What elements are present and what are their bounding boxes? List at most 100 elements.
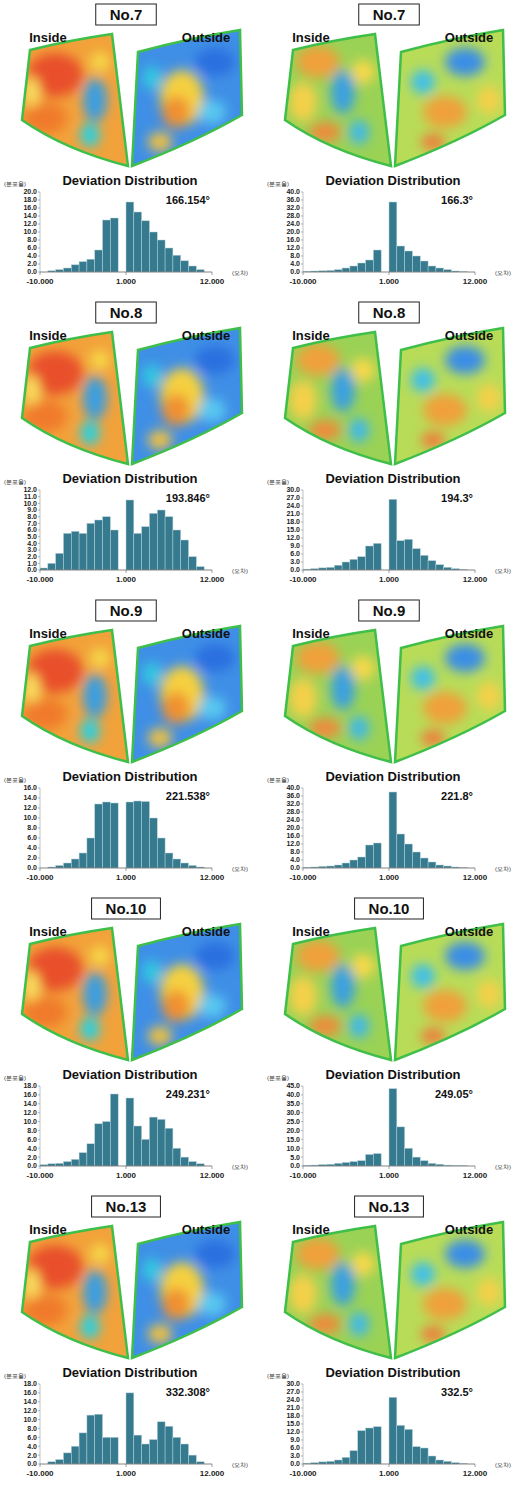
deviation-map bbox=[263, 914, 526, 1074]
deviation-map bbox=[0, 20, 263, 180]
histogram-bar bbox=[342, 268, 350, 272]
map-blobs bbox=[411, 48, 501, 150]
map-blobs bbox=[289, 642, 375, 740]
histogram-bar bbox=[181, 1157, 189, 1166]
y-axis-label: (분포율) bbox=[267, 777, 289, 783]
map-blob bbox=[80, 1017, 100, 1041]
y-tick-label: 12.0 bbox=[23, 486, 37, 493]
histogram-bar bbox=[397, 834, 405, 868]
histogram-bar bbox=[358, 1431, 366, 1464]
histogram-bar bbox=[87, 259, 95, 272]
histogram-bar bbox=[157, 1422, 165, 1464]
histogram-bar bbox=[56, 1460, 64, 1464]
y-tick-label: 6.0 bbox=[27, 244, 37, 251]
y-tick-label: 40.0 bbox=[286, 1091, 300, 1098]
map-blobs bbox=[289, 1238, 375, 1336]
histogram-title: Deviation Distribution bbox=[325, 1365, 460, 1380]
angle-label-bg bbox=[163, 491, 213, 505]
histogram-bar bbox=[63, 533, 71, 570]
y-tick-label: 28.0 bbox=[286, 808, 300, 815]
map-edge bbox=[132, 626, 242, 762]
x-tick-label: -10.000 bbox=[289, 277, 317, 286]
map-edge bbox=[395, 924, 505, 1060]
angle-label: 166.3° bbox=[441, 194, 473, 206]
angle-label-bg bbox=[432, 1087, 476, 1101]
x-tick bbox=[303, 1166, 304, 1169]
deviation-map bbox=[0, 20, 263, 180]
map-blob bbox=[148, 728, 172, 748]
x-tick bbox=[126, 570, 127, 573]
y-tick-label: 20.0 bbox=[23, 188, 37, 195]
map-base bbox=[0, 20, 263, 180]
bars bbox=[48, 801, 204, 868]
deviation-map bbox=[263, 20, 526, 180]
map-blob bbox=[309, 122, 341, 142]
x-tick-label: 1.000 bbox=[379, 873, 400, 882]
histogram-bar bbox=[103, 517, 111, 570]
map-edge bbox=[285, 1226, 391, 1358]
y-tick-label: 10.0 bbox=[23, 500, 37, 507]
outside-label: Outside bbox=[182, 30, 230, 45]
map-blob bbox=[83, 1270, 107, 1314]
histogram-title: Deviation Distribution bbox=[325, 471, 460, 486]
y-tick-label: 45.0 bbox=[286, 1082, 300, 1089]
map-blobs bbox=[23, 52, 110, 147]
y-tick-label: 24.0 bbox=[286, 816, 300, 823]
map-blob bbox=[423, 394, 467, 426]
y-axis bbox=[303, 1086, 304, 1166]
map-edge bbox=[22, 34, 128, 166]
map-base bbox=[263, 1212, 526, 1372]
histogram-bar bbox=[397, 1127, 405, 1166]
histogram-bar bbox=[350, 1451, 358, 1464]
map-edge bbox=[132, 924, 242, 1060]
map-blob bbox=[351, 60, 375, 84]
map-blob bbox=[198, 1292, 226, 1316]
outside-label: Outside bbox=[445, 328, 493, 343]
histogram-bar bbox=[436, 1460, 444, 1464]
y-axis bbox=[40, 1086, 41, 1166]
map-blob bbox=[198, 994, 226, 1018]
histogram-bar bbox=[366, 1154, 374, 1166]
y-tick-label: 4.0 bbox=[27, 844, 37, 851]
histogram-bar bbox=[87, 1144, 95, 1166]
y-tick-label: 16.0 bbox=[23, 204, 37, 211]
histogram-bar bbox=[189, 557, 197, 570]
x-tick-label: 12.000 bbox=[463, 1469, 488, 1478]
map-blob bbox=[162, 692, 190, 724]
x-tick-label: -10.000 bbox=[289, 1171, 317, 1180]
histogram-bar bbox=[350, 559, 358, 570]
map-blob bbox=[198, 398, 226, 422]
histogram-bar bbox=[63, 863, 71, 868]
y-tick-label: 6.0 bbox=[290, 550, 300, 557]
map-blobs bbox=[142, 346, 235, 450]
histogram-bar bbox=[389, 1397, 397, 1464]
histogram-bar bbox=[134, 1126, 142, 1166]
y-tick-label: 16.0 bbox=[286, 236, 300, 243]
x-tick bbox=[40, 1464, 41, 1467]
x-tick bbox=[212, 1464, 213, 1467]
angle-label: 221.538° bbox=[166, 790, 210, 802]
histogram-bar bbox=[142, 221, 150, 272]
y-tick-label: 6.0 bbox=[27, 1136, 37, 1143]
histogram-bar bbox=[334, 1163, 342, 1166]
y-tick-label: 5.0 bbox=[27, 533, 37, 540]
map-blob bbox=[289, 976, 317, 1016]
y-tick-label: 4.0 bbox=[27, 252, 37, 259]
map-blob bbox=[83, 674, 107, 718]
x-tick-label: 1.000 bbox=[379, 575, 400, 584]
histogram-bar bbox=[95, 804, 103, 868]
map-blob bbox=[83, 376, 107, 420]
panel: No.13InsideOutsideDeviation Distribution… bbox=[263, 1196, 526, 1478]
y-tick-label: 7.0 bbox=[27, 520, 37, 527]
map-blob bbox=[195, 48, 235, 76]
histogram-bar bbox=[342, 1162, 350, 1166]
panel: No.7InsideOutsideDeviation Distribution(… bbox=[0, 4, 263, 286]
histogram-title: Deviation Distribution bbox=[62, 1067, 197, 1082]
y-tick-label: 18.0 bbox=[23, 196, 37, 203]
map-base bbox=[263, 914, 526, 1074]
map-blob bbox=[331, 964, 355, 1008]
histogram-bar bbox=[420, 858, 428, 868]
map-blob bbox=[351, 1252, 375, 1276]
y-tick-label: 8.0 bbox=[27, 1425, 37, 1432]
outside-label: Outside bbox=[445, 30, 493, 45]
